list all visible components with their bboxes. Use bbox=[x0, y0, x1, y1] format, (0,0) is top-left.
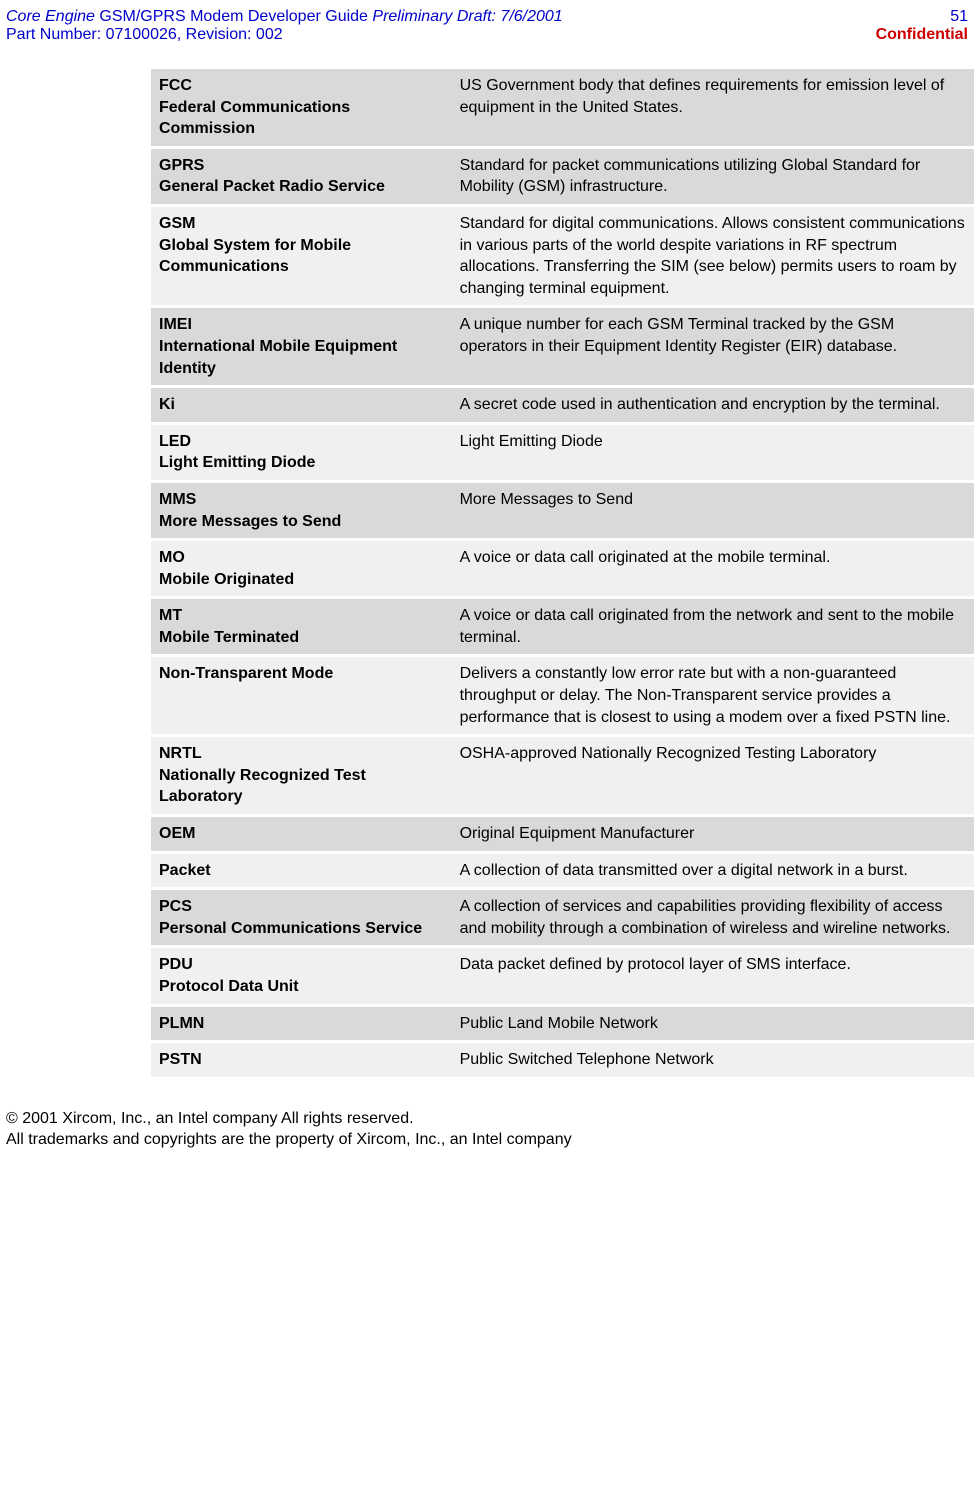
glossary-definition: Public Land Mobile Network bbox=[452, 1007, 974, 1041]
glossary-abbr: PCS bbox=[159, 896, 444, 918]
glossary-row: PLMN Public Land Mobile Network bbox=[151, 1007, 974, 1041]
glossary-definition: Light Emitting Diode bbox=[452, 425, 974, 480]
glossary-definition: Public Switched Telephone Network bbox=[452, 1043, 974, 1077]
glossary-definition: A unique number for each GSM Terminal tr… bbox=[452, 308, 974, 385]
glossary-definition: A voice or data call originated at the m… bbox=[452, 541, 974, 596]
glossary-row: MMSMore Messages to SendMore Messages to… bbox=[151, 483, 974, 538]
glossary-row: PDUProtocol Data UnitData packet defined… bbox=[151, 948, 974, 1003]
glossary-row: IMEIInternational Mobile Equipment Ident… bbox=[151, 308, 974, 385]
title-part-2: GSM/GPRS Modem Developer Guide bbox=[95, 8, 372, 25]
glossary-abbr: Ki bbox=[159, 394, 444, 416]
page-header: Core Engine GSM/GPRS Modem Developer Gui… bbox=[6, 8, 968, 44]
glossary-definition: US Government body that defines requirem… bbox=[452, 69, 974, 146]
glossary-expansion: Global System for Mobile Communications bbox=[159, 235, 444, 278]
glossary-definition: Delivers a constantly low error rate but… bbox=[452, 657, 974, 734]
glossary-abbr: PLMN bbox=[159, 1013, 444, 1035]
glossary-definition: Original Equipment Manufacturer bbox=[452, 817, 974, 851]
glossary-expansion: International Mobile Equipment Identity bbox=[159, 336, 444, 379]
glossary-abbr: PSTN bbox=[159, 1049, 444, 1071]
glossary-abbr: GPRS bbox=[159, 155, 444, 177]
glossary-term-cell: OEM bbox=[151, 817, 452, 851]
glossary-abbr: MO bbox=[159, 547, 444, 569]
page-number: 51 bbox=[876, 8, 968, 26]
glossary-expansion: Mobile Originated bbox=[159, 569, 444, 591]
glossary-expansion: More Messages to Send bbox=[159, 511, 444, 533]
glossary-abbr: IMEI bbox=[159, 314, 444, 336]
glossary-abbr: MMS bbox=[159, 489, 444, 511]
glossary-term-cell: MMSMore Messages to Send bbox=[151, 483, 452, 538]
glossary-row: Ki A secret code used in authentication a… bbox=[151, 388, 974, 422]
glossary-definition: Standard for digital communications. All… bbox=[452, 207, 974, 305]
glossary-definition: OSHA-approved Nationally Recognized Test… bbox=[452, 737, 974, 814]
glossary-term-cell: NRTLNationally Recognized Test Laborator… bbox=[151, 737, 452, 814]
glossary-term-cell: Ki bbox=[151, 388, 452, 422]
glossary-term-cell: Non-Transparent Mode bbox=[151, 657, 452, 734]
glossary-definition: More Messages to Send bbox=[452, 483, 974, 538]
glossary-definition: Standard for packet communications utili… bbox=[452, 149, 974, 204]
glossary-row: GSMGlobal System for Mobile Communicatio… bbox=[151, 207, 974, 305]
title-part-3: Preliminary Draft: 7/6/2001 bbox=[372, 8, 562, 25]
glossary-term-cell: PLMN bbox=[151, 1007, 452, 1041]
glossary-term-cell: FCCFederal Communications Commission bbox=[151, 69, 452, 146]
glossary-abbr: PDU bbox=[159, 954, 444, 976]
glossary-abbr: FCC bbox=[159, 75, 444, 97]
glossary-row: LEDLight Emitting DiodeLight Emitting Di… bbox=[151, 425, 974, 480]
glossary-abbr: GSM bbox=[159, 213, 444, 235]
glossary-row: MOMobile OriginatedA voice or data call … bbox=[151, 541, 974, 596]
glossary-row: MTMobile TerminatedA voice or data call … bbox=[151, 599, 974, 654]
page-footer: © 2001 Xircom, Inc., an Intel company Al… bbox=[6, 1108, 968, 1151]
glossary-term-cell: Packet bbox=[151, 854, 452, 888]
glossary-abbr: NRTL bbox=[159, 743, 444, 765]
glossary-abbr: Non-Transparent Mode bbox=[159, 663, 444, 685]
glossary-abbr: Packet bbox=[159, 860, 444, 882]
glossary-definition: Data packet defined by protocol layer of… bbox=[452, 948, 974, 1003]
glossary-expansion: Protocol Data Unit bbox=[159, 976, 444, 998]
part-number: Part Number: 07100026, Revision: 002 bbox=[6, 26, 563, 44]
header-right: 51 Confidential bbox=[876, 8, 968, 44]
confidential-label: Confidential bbox=[876, 26, 968, 44]
glossary-definition: A collection of services and capabilitie… bbox=[452, 890, 974, 945]
glossary-row: PCSPersonal Communications ServiceA coll… bbox=[151, 890, 974, 945]
glossary-term-cell: IMEIInternational Mobile Equipment Ident… bbox=[151, 308, 452, 385]
glossary-term-cell: PSTN bbox=[151, 1043, 452, 1077]
glossary-term-cell: GSMGlobal System for Mobile Communicatio… bbox=[151, 207, 452, 305]
glossary-abbr: LED bbox=[159, 431, 444, 453]
glossary-table: FCCFederal Communications CommissionUS G… bbox=[151, 66, 974, 1080]
header-left: Core Engine GSM/GPRS Modem Developer Gui… bbox=[6, 8, 563, 44]
glossary-row: FCCFederal Communications CommissionUS G… bbox=[151, 69, 974, 146]
document-title: Core Engine GSM/GPRS Modem Developer Gui… bbox=[6, 8, 563, 26]
glossary-row: PSTN Public Switched Telephone Network bbox=[151, 1043, 974, 1077]
glossary-term-cell: PCSPersonal Communications Service bbox=[151, 890, 452, 945]
glossary-definition: A voice or data call originated from the… bbox=[452, 599, 974, 654]
glossary-term-cell: PDUProtocol Data Unit bbox=[151, 948, 452, 1003]
glossary-row: GPRSGeneral Packet Radio ServiceStandard… bbox=[151, 149, 974, 204]
glossary-abbr: OEM bbox=[159, 823, 444, 845]
glossary-row: OEM Original Equipment Manufacturer bbox=[151, 817, 974, 851]
glossary-abbr: MT bbox=[159, 605, 444, 627]
glossary-term-cell: LEDLight Emitting Diode bbox=[151, 425, 452, 480]
copyright-line: © 2001 Xircom, Inc., an Intel company Al… bbox=[6, 1108, 968, 1130]
glossary-term-cell: MTMobile Terminated bbox=[151, 599, 452, 654]
glossary-row: Packet A collection of data transmitted o… bbox=[151, 854, 974, 888]
glossary-expansion: Light Emitting Diode bbox=[159, 452, 444, 474]
glossary-expansion: Federal Communications Commission bbox=[159, 97, 444, 140]
glossary-row: NRTLNationally Recognized Test Laborator… bbox=[151, 737, 974, 814]
glossary-expansion: Personal Communications Service bbox=[159, 918, 444, 940]
glossary-expansion: Mobile Terminated bbox=[159, 627, 444, 649]
title-part-1: Core Engine bbox=[6, 8, 95, 25]
glossary-definition: A secret code used in authentication and… bbox=[452, 388, 974, 422]
glossary-expansion: General Packet Radio Service bbox=[159, 176, 444, 198]
glossary-term-cell: GPRSGeneral Packet Radio Service bbox=[151, 149, 452, 204]
glossary-definition: A collection of data transmitted over a … bbox=[452, 854, 974, 888]
glossary-expansion: Nationally Recognized Test Laboratory bbox=[159, 765, 444, 808]
trademark-line: All trademarks and copyrights are the pr… bbox=[6, 1129, 968, 1151]
page-container: Core Engine GSM/GPRS Modem Developer Gui… bbox=[0, 0, 974, 1171]
glossary-term-cell: MOMobile Originated bbox=[151, 541, 452, 596]
glossary-row: Non-Transparent Mode Delivers a constantl… bbox=[151, 657, 974, 734]
